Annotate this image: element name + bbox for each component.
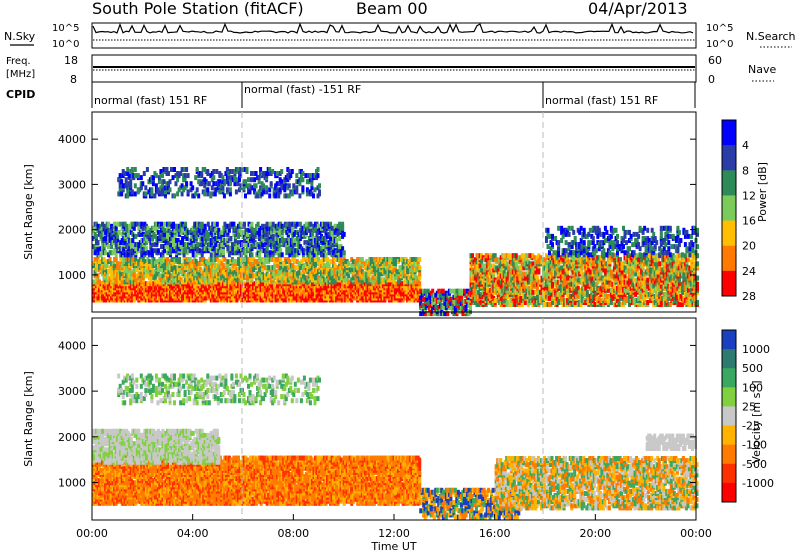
noise-panel-frame xyxy=(91,22,697,49)
power-colorbar: 4 8 12 16 20 24 28 xyxy=(721,119,756,303)
velocity-colorbar: 1000 500 100 25 -25 -100 -500 -1000 xyxy=(721,329,774,503)
colorbar-swatch xyxy=(722,245,736,272)
colorbar-swatch xyxy=(722,170,736,196)
colorbar-swatch xyxy=(722,406,736,427)
colorbar-tick-label: -500 xyxy=(742,458,767,471)
freq-right-label: Nave xyxy=(748,63,776,76)
power-y-ticks: 1000 2000 3000 4000 xyxy=(58,133,696,282)
x-tick-label: 08:00 xyxy=(277,527,309,540)
x-axis-label: Time UT xyxy=(370,540,416,553)
date-title: 04/Apr/2013 xyxy=(588,0,688,18)
colorbar-frame xyxy=(721,329,737,503)
noise-left-tick-bottom: 10^0 xyxy=(52,39,79,50)
colorbar-tick-label: 28 xyxy=(742,290,756,303)
colorbar-swatch xyxy=(722,270,736,297)
colorbar-swatch xyxy=(722,387,736,407)
colorbar-tick-label: 500 xyxy=(742,362,763,375)
x-tick-label: 12:00 xyxy=(378,527,410,540)
colorbar-swatch xyxy=(722,145,736,171)
velocity-data xyxy=(92,373,699,520)
colorbar-tick-label: 24 xyxy=(742,265,756,278)
velocity-y-label: Slant Range [km] xyxy=(22,371,35,467)
y-tick-label: 4000 xyxy=(58,133,86,146)
noise-right-label: N.Search xyxy=(746,30,796,43)
noise-left-tick-top: 10^5 xyxy=(52,23,79,34)
freq-right-tick-top: 60 xyxy=(708,54,722,67)
colorbar-swatch xyxy=(722,425,736,446)
station-title: South Pole Station (fitACF) xyxy=(92,0,304,18)
colorbar-swatch xyxy=(722,120,736,146)
colorbar-tick-label: 100 xyxy=(742,381,763,394)
cpid-segment-3: normal (fast) 151 RF xyxy=(545,94,658,107)
colorbar-swatch xyxy=(722,330,736,350)
power-colorbar-label: Power [dB] xyxy=(756,162,769,222)
x-tick-label: 16:00 xyxy=(479,527,511,540)
colorbar-tick-label: 20 xyxy=(742,240,756,253)
cpid-segment-2: normal (fast) -151 RF xyxy=(244,83,361,96)
beam-title: Beam 00 xyxy=(356,0,428,18)
colorbar-tick-label: 8 xyxy=(742,164,749,177)
cpid-panel: CPID normal (fast) 151 RF normal (fast) … xyxy=(6,82,696,108)
freq-panel-frame xyxy=(91,54,697,83)
noise-sky-series xyxy=(92,22,694,34)
colorbar-swatch xyxy=(722,482,736,503)
colorbar-tick-label: 1000 xyxy=(742,343,770,356)
velocity-panel: 1000 2000 3000 4000 Slant Range [km] 1000 50… xyxy=(22,317,774,553)
y-tick-label: 2000 xyxy=(58,224,86,237)
y-tick-label: 3000 xyxy=(58,385,86,398)
noise-left-label: N.Sky xyxy=(4,30,36,43)
cpid-segment-1: normal (fast) 151 RF xyxy=(94,94,207,107)
noise-right-tick-top: 10^5 xyxy=(706,23,733,34)
power-frame xyxy=(91,111,697,313)
y-tick-label: 4000 xyxy=(58,339,86,352)
freq-left-tick-bottom: 8 xyxy=(70,73,77,86)
power-data xyxy=(92,167,699,317)
freq-right-tick-bottom: 0 xyxy=(708,73,715,86)
y-tick-label: 3000 xyxy=(58,178,86,191)
freq-left-tick-top: 18 xyxy=(64,54,78,67)
colorbar-swatch xyxy=(722,349,736,369)
x-tick-label: 20:00 xyxy=(579,527,611,540)
colorbar-tick-label: 12 xyxy=(742,189,756,202)
colorbar-tick-label: -25 xyxy=(742,420,760,433)
velocity-colorbar-label: Velocity [m s-1] xyxy=(749,380,763,463)
x-ticks: 00:00 04:00 08:00 12:00 16:00 20:00 00:00 xyxy=(76,514,712,540)
x-tick-label: 04:00 xyxy=(177,527,209,540)
x-tick-label: 00:00 xyxy=(76,527,108,540)
colorbar-frame xyxy=(721,119,737,297)
power-panel: 1000 2000 3000 4000 Slant Range [km] 4 8 12 16… xyxy=(22,111,769,317)
freq-label-line2: [MHz] xyxy=(6,69,35,80)
colorbar-swatch xyxy=(722,463,736,484)
y-tick-label: 1000 xyxy=(58,477,86,490)
colorbar-swatch xyxy=(722,368,736,388)
colorbar-tick-label: 4 xyxy=(742,139,749,152)
colorbar-tick-label: -100 xyxy=(742,439,767,452)
power-y-label: Slant Range [km] xyxy=(22,164,35,260)
x-tick-label: 00:00 xyxy=(680,527,712,540)
y-tick-label: 1000 xyxy=(58,269,86,282)
colorbar-swatch xyxy=(722,195,736,222)
colorbar-tick-label: 25 xyxy=(742,400,756,413)
cpid-label: CPID xyxy=(6,88,35,101)
colorbar-tick-label: 16 xyxy=(742,215,756,228)
noise-right-tick-bottom: 10^0 xyxy=(706,39,733,50)
colorbar-tick-label: -1000 xyxy=(742,477,774,490)
colorbar-swatch xyxy=(722,444,736,465)
colorbar-swatch xyxy=(722,220,736,247)
y-tick-label: 2000 xyxy=(58,431,86,444)
freq-label-line1: Freq. xyxy=(6,56,31,67)
freq-panel: Freq. [MHz] 18 8 60 0 Nave xyxy=(6,54,776,86)
noise-panel: N.Sky 10^5 10^0 10^5 10^0 N.Search xyxy=(4,22,796,50)
velocity-y-ticks: 1000 2000 3000 4000 xyxy=(58,339,696,490)
